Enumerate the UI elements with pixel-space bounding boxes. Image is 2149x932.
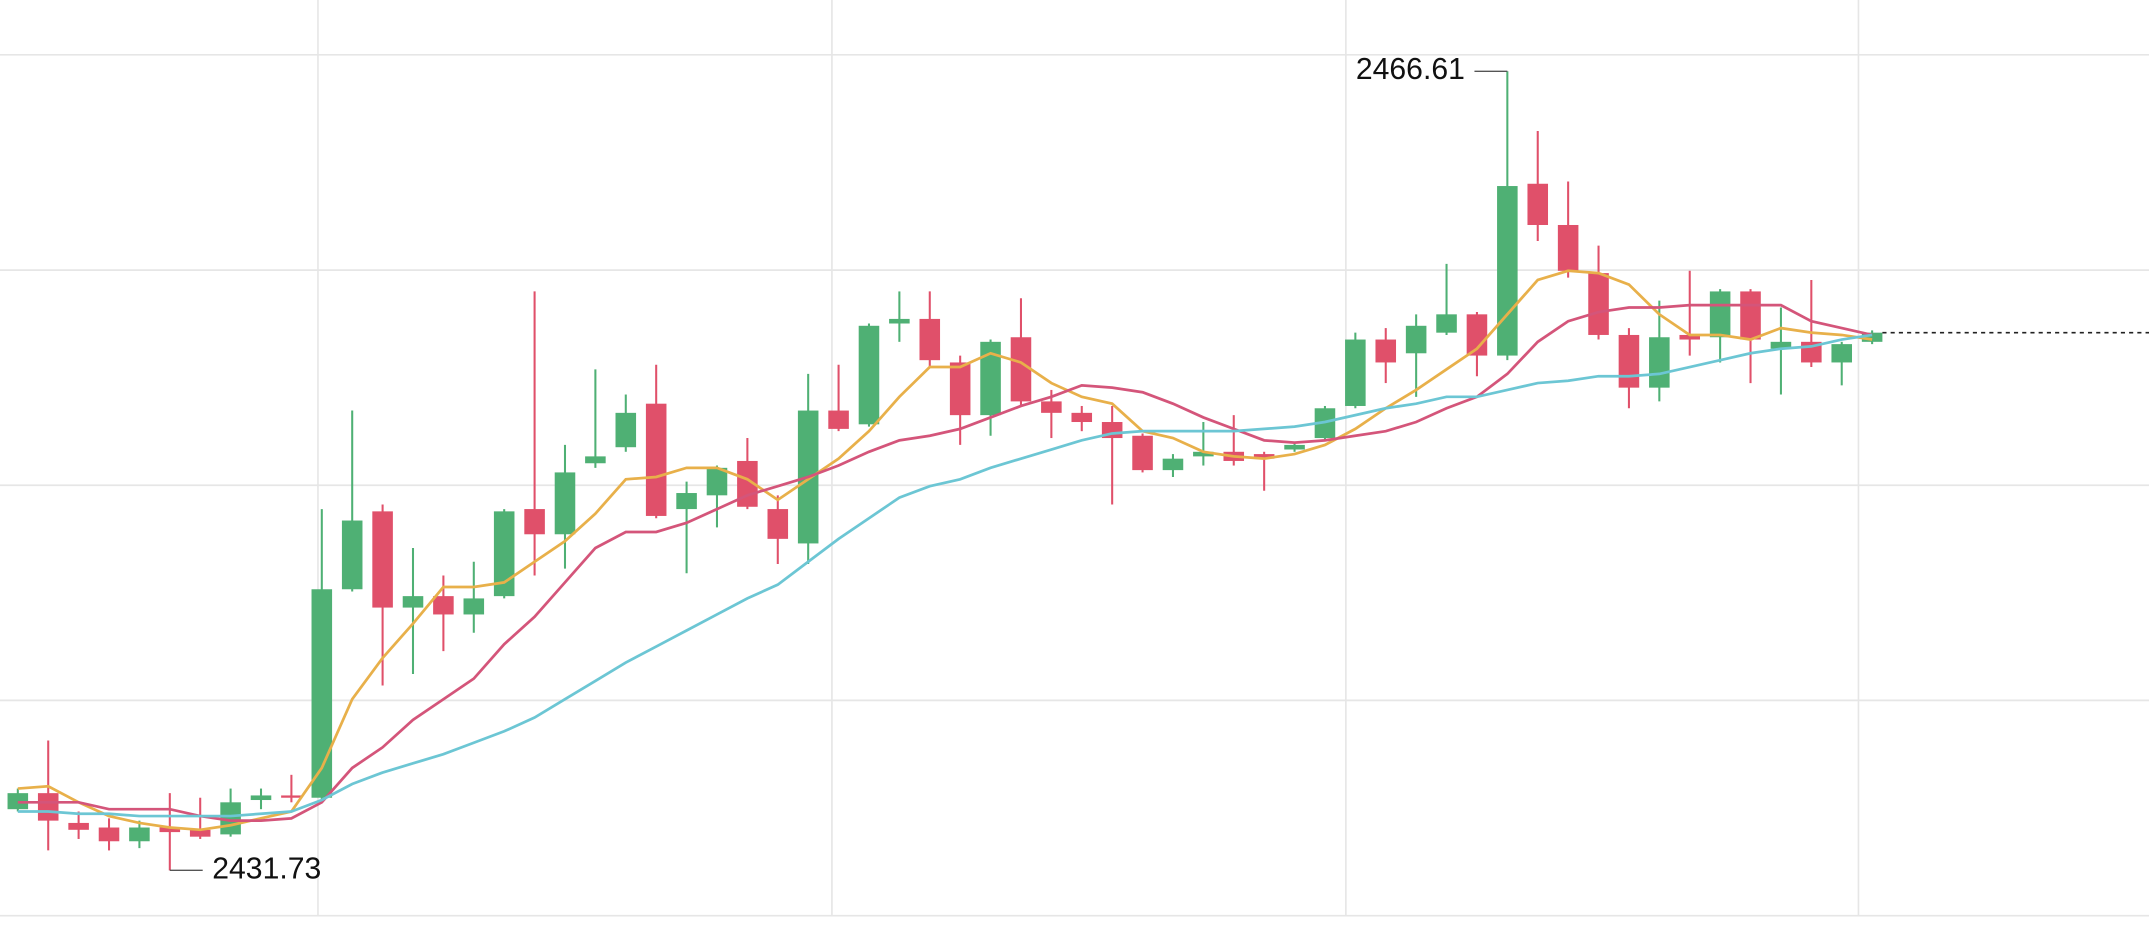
candle-body [250,795,272,801]
candle-body [585,456,606,464]
candle-body [1405,325,1427,354]
candle-body [1649,337,1670,388]
candle-body [68,822,89,830]
high-annotation: 2466.61 [1356,53,1465,86]
candle-body [1740,291,1761,340]
candle-body [493,511,515,597]
candle-body [949,362,971,416]
candle-body [1770,341,1792,349]
candle-body [1831,344,1853,363]
candle-body [1071,412,1093,423]
candle-body [1375,339,1397,363]
candle-body [676,493,697,510]
candle-body [129,827,150,842]
candle-body [98,827,120,842]
ma-line [17,269,1873,832]
candle-body [767,509,789,539]
candle-body [311,589,333,798]
candle-body [402,596,424,608]
candle-body [1132,435,1153,471]
candle-body [463,598,485,615]
candle-body [281,795,302,798]
candle-body [1557,224,1579,271]
candle-body [372,511,393,608]
candle-body [1253,454,1275,459]
candle-body [828,410,849,429]
ma-line [17,303,1873,823]
candle-body [554,472,576,535]
candle-body [7,793,29,810]
candle-body [1162,458,1184,471]
candle-body [1497,186,1518,356]
candle-body [706,467,728,496]
candle-body [189,829,211,837]
candle-body [524,509,545,535]
candle-body [1618,334,1640,388]
candle-body [645,403,667,516]
candle-body [1679,334,1701,340]
candle-body [1436,314,1457,333]
candle-body [1345,339,1366,406]
candle-body [889,318,910,324]
candle-body [737,460,758,507]
candle-body [615,412,637,448]
candle-body [858,325,880,425]
candle-body [159,827,181,833]
candle-body [980,341,1001,416]
candle-body [1709,291,1731,338]
low-annotation: 2431.73 [212,852,321,885]
candle-body [37,793,59,821]
candle-body [341,520,363,590]
candle-body [433,596,454,615]
candle-body [1193,451,1214,457]
candle-body [1527,183,1549,225]
candle-body [919,318,941,361]
ma-line [17,333,1873,818]
candle-body [1010,337,1032,402]
candle-body [1861,332,1883,342]
candle-body [1588,273,1609,335]
candle-body [1284,444,1305,450]
candle-body [1041,401,1062,413]
candle-body [1466,314,1488,356]
